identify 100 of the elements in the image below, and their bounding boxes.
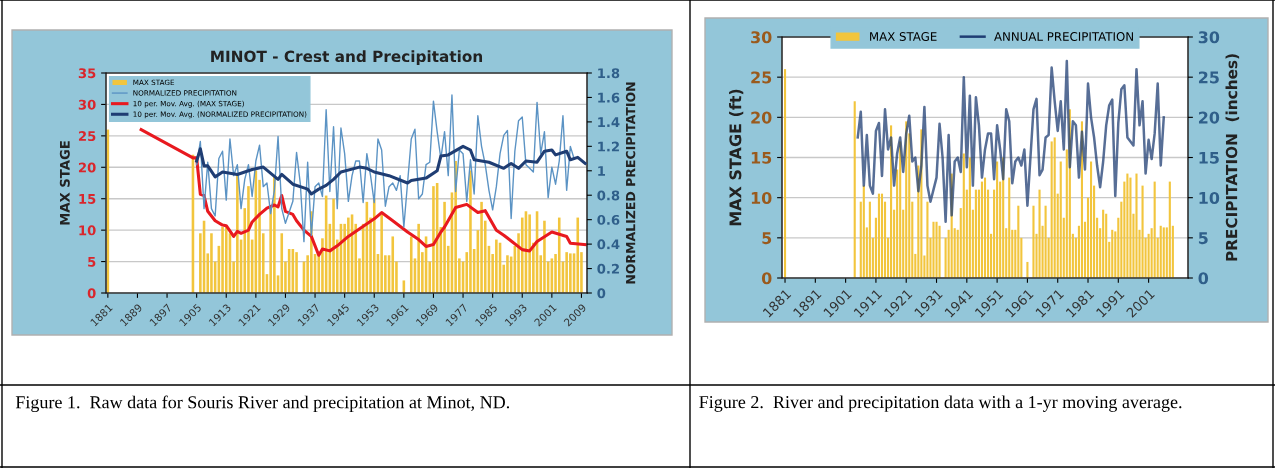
bar (210, 233, 213, 293)
bar (1053, 137, 1056, 278)
y-tick-label: 15 (751, 151, 772, 164)
bar (1017, 205, 1020, 278)
bar (880, 193, 884, 278)
bar (543, 220, 546, 293)
bar (1126, 173, 1129, 278)
y-tick-label: 0 (87, 288, 96, 299)
bar (1089, 161, 1093, 278)
y2-tick-label: 1.2 (598, 141, 619, 152)
y2-tick-label: 15 (1199, 151, 1219, 164)
bar (295, 252, 298, 293)
bar (962, 153, 965, 278)
bar (1168, 181, 1171, 278)
y-tick-label: 10 (79, 225, 96, 236)
y2-tick-label: 0.6 (597, 214, 620, 225)
bar (926, 201, 929, 278)
y-tick-label: 0 (761, 272, 772, 285)
y2-tick-label: 30 (1198, 31, 1220, 44)
bar (974, 189, 977, 278)
bar (1162, 227, 1165, 278)
y2-tick-label: 25 (1198, 71, 1219, 84)
y2-tick-label: 0 (1198, 272, 1209, 285)
bar (332, 198, 335, 293)
bar (557, 217, 561, 293)
bar (1135, 173, 1138, 278)
y2-tick-label: 0.8 (597, 190, 620, 201)
bar (1050, 141, 1053, 278)
line-series (195, 144, 587, 196)
bar (565, 252, 568, 293)
bar (495, 239, 498, 293)
bar (528, 214, 531, 293)
bar (877, 193, 881, 278)
bar (1032, 205, 1035, 278)
bar (247, 186, 250, 293)
y-tick-label: 25 (751, 71, 772, 84)
y-tick-label: 30 (751, 31, 772, 44)
bar (1008, 177, 1011, 278)
bar (480, 201, 483, 293)
y2-tick-label: 20 (1198, 111, 1220, 124)
bar (1038, 189, 1041, 278)
bar (506, 255, 509, 293)
y-tick-label: 25 (78, 131, 96, 142)
y-axis-title: MAX STAGE (59, 141, 70, 225)
legend-label: ANNUAL PRECIPITATION (994, 32, 1133, 41)
y2-tick-label: 10 (1199, 191, 1220, 204)
bar (1159, 225, 1162, 278)
line-series (195, 94, 575, 243)
bar (469, 170, 472, 293)
y2-tick-label: 0.4 (597, 239, 620, 250)
bar (576, 217, 580, 293)
y-tick-label: 35 (78, 68, 96, 79)
legend-label: MAX STAGE (870, 32, 937, 41)
bar (280, 233, 284, 293)
bar (236, 173, 239, 293)
bar (1044, 205, 1047, 278)
y-tick-label: 20 (78, 162, 96, 173)
bar (391, 236, 395, 293)
y-tick-label: 5 (88, 256, 96, 267)
bar (783, 69, 787, 278)
y-tick-label: 20 (751, 111, 772, 124)
bar (1111, 229, 1114, 278)
bar (1059, 161, 1062, 278)
line-series (856, 59, 1166, 224)
bar (983, 177, 987, 278)
bar (935, 221, 938, 278)
caption: Figure 1. Raw data for Souris River and precipitation at Minot, ND. (15, 395, 510, 413)
bar (347, 217, 350, 293)
bar (868, 201, 871, 278)
bar (1129, 177, 1132, 278)
y-axis-title: MAX STAGE (ft) (729, 89, 744, 226)
y2-tick-label: 1.8 (598, 68, 620, 79)
y2-tick-label: 0.2 (597, 263, 619, 274)
bar (372, 198, 376, 293)
bar (853, 101, 856, 278)
y2-tick-label: 5 (1198, 232, 1208, 245)
chart-title: MINOT - Crest and Precipitation (211, 50, 483, 66)
bar (938, 225, 941, 278)
bar (224, 227, 228, 293)
bar (996, 161, 999, 278)
bar (1102, 209, 1105, 278)
bar (862, 185, 865, 278)
y2-tick-label: 1.4 (598, 117, 620, 127)
y2-tick-label: 1 (598, 166, 605, 176)
y-tick-label: 5 (762, 232, 772, 245)
bar (221, 227, 224, 293)
y2-tick-label: 1.6 (598, 92, 620, 103)
y-tick-label: 10 (751, 191, 772, 204)
caption: Figure 2. River and precipitation data with a 1-yr moving average. (699, 395, 1182, 412)
y-tick-label: 15 (79, 194, 96, 204)
bar (569, 253, 572, 293)
bar (1153, 181, 1156, 278)
bar (443, 201, 446, 293)
y2-axis-title: PRECIPITATION (inches) (1225, 54, 1240, 261)
bar (417, 223, 420, 293)
y2-tick-label: 0 (597, 288, 606, 299)
bar (1105, 213, 1108, 278)
bar (932, 221, 935, 278)
bar (1141, 185, 1144, 278)
line-series (139, 128, 587, 257)
